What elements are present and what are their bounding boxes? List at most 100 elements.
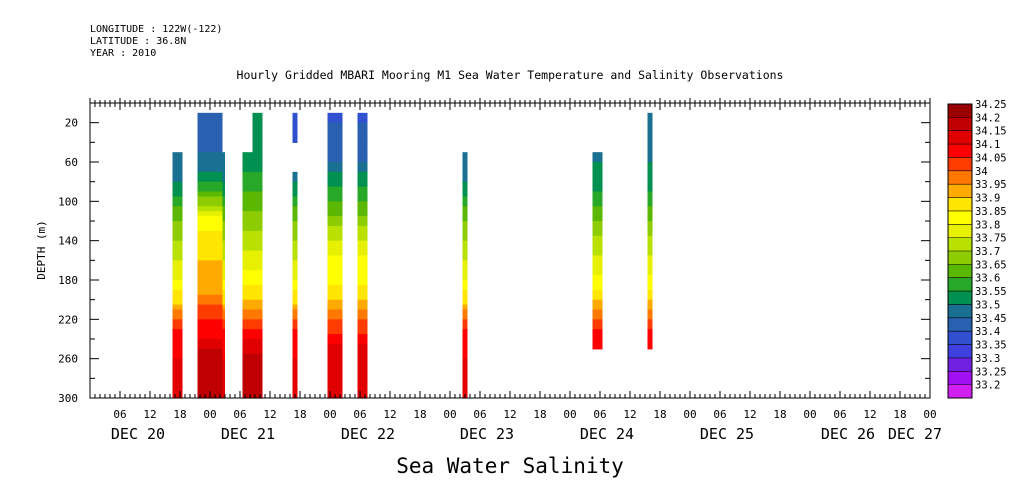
longitude-label: LONGITUDE : 122W(-122) xyxy=(90,24,223,35)
x-tick-labels: 06 12 18 00 06 12 18 00 06 12 18 00 06 12 18 00 06 12 18 00… xyxy=(113,408,936,421)
x-tick-label: 18 xyxy=(653,408,666,421)
heatmap-cell xyxy=(462,343,468,350)
heatmap-cell xyxy=(292,230,298,237)
heatmap-cell xyxy=(252,280,263,286)
day-label: DEC 23 xyxy=(460,425,514,443)
heatmap-cell xyxy=(357,181,368,188)
heatmap-cell xyxy=(327,137,343,143)
heatmap-cell xyxy=(172,275,183,281)
heatmap-cell xyxy=(647,260,653,266)
colorbar-label: 33.4 xyxy=(975,326,1000,338)
heatmap-cell xyxy=(222,206,225,212)
heatmap-cell xyxy=(205,206,223,212)
heatmap-cell xyxy=(222,211,225,217)
heatmap-cell xyxy=(252,329,263,335)
colorbar-swatch xyxy=(948,104,972,118)
heatmap-cell xyxy=(222,368,225,375)
heatmap-cell xyxy=(172,176,183,183)
x-tick-label: 18 xyxy=(293,408,306,421)
heatmap-cell xyxy=(252,373,263,379)
heatmap-cell xyxy=(592,191,603,198)
heatmap-cell xyxy=(327,152,343,158)
heatmap-cell xyxy=(592,162,603,168)
heatmap-cell xyxy=(205,216,223,222)
heatmap-cell xyxy=(197,176,205,183)
year-label: YEAR : 2010 xyxy=(90,48,157,59)
colorbar-label: 33.55 xyxy=(975,286,1007,298)
heatmap-cell xyxy=(205,324,223,330)
heatmap-cell xyxy=(292,334,298,340)
x-day-labels: DEC 20 DEC 21 DEC 22 DEC 23 DEC 24 DEC 25 DEC … xyxy=(111,425,942,443)
x-tick-label: 12 xyxy=(743,408,756,421)
heatmap-cell xyxy=(592,225,603,232)
heatmap-cell xyxy=(357,339,368,345)
heatmap-cell xyxy=(462,260,468,266)
heatmap-cell xyxy=(592,206,603,212)
heatmap-cell xyxy=(462,304,468,311)
heatmap-cell xyxy=(205,157,223,163)
heatmap-cell xyxy=(222,230,225,237)
heatmap-cell xyxy=(292,383,298,389)
heatmap-cell xyxy=(242,334,253,340)
colorbar-swatch xyxy=(948,157,972,172)
heatmap-cell xyxy=(222,280,225,286)
heatmap-cell xyxy=(242,186,253,193)
heatmap-cell xyxy=(172,206,183,212)
heatmap-cell xyxy=(292,294,298,301)
heatmap-cell xyxy=(292,353,298,360)
heatmap-cell xyxy=(197,152,205,158)
x-tick-label: 06 xyxy=(473,408,486,421)
heatmap-cell xyxy=(242,181,253,188)
heatmap-cell xyxy=(242,339,253,345)
colorbar-swatch xyxy=(948,117,972,132)
heatmap-cell xyxy=(242,250,253,257)
heatmap-cell xyxy=(205,284,223,291)
heatmap-cell xyxy=(205,343,223,350)
heatmap-cell xyxy=(462,334,468,340)
heatmap-cell xyxy=(197,191,205,198)
heatmap-cell xyxy=(327,304,343,311)
heatmap-cell xyxy=(242,324,253,330)
heatmap-cell xyxy=(205,221,223,227)
heatmap-cell xyxy=(172,171,183,178)
heatmap-cell xyxy=(205,147,223,153)
heatmap-cell xyxy=(242,284,253,291)
heatmap-cell xyxy=(197,280,205,286)
heatmap-cell xyxy=(462,211,468,217)
heatmap-cell xyxy=(462,216,468,222)
heatmap-cell xyxy=(357,142,368,148)
heatmap-cell xyxy=(357,221,368,227)
heatmap-cell xyxy=(222,270,225,276)
heatmap-cell xyxy=(252,275,263,281)
y-tick-label: 220 xyxy=(58,313,78,326)
colorbar-label: 33.7 xyxy=(975,246,1000,258)
colorbar-label: 33.8 xyxy=(975,219,1000,231)
heatmap-cell xyxy=(172,339,183,345)
heatmap-cell xyxy=(357,383,368,389)
heatmap-cell xyxy=(462,299,468,306)
heatmap-cell xyxy=(647,162,653,168)
heatmap-cell xyxy=(222,334,225,340)
heatmap-cell xyxy=(197,329,205,335)
heatmap-cell xyxy=(172,363,183,370)
heatmap-cell xyxy=(242,152,253,158)
heatmap-cell xyxy=(205,348,223,355)
heatmap-cell xyxy=(592,304,603,311)
heatmap-cell xyxy=(252,358,263,365)
y-tick-label: 140 xyxy=(58,235,78,248)
heatmap-cell xyxy=(222,235,225,242)
colorbar-label: 34 xyxy=(975,166,988,178)
heatmap-cell xyxy=(647,270,653,276)
heatmap-cell xyxy=(222,289,225,296)
heatmap-cell xyxy=(592,314,603,320)
heatmap-cell xyxy=(172,186,183,193)
heatmap-cell xyxy=(327,201,343,207)
colorbar-label: 34.1 xyxy=(975,139,1000,151)
heatmap-cell xyxy=(462,319,468,325)
colorbar-label: 33.95 xyxy=(975,179,1007,191)
heatmap-cell xyxy=(172,152,183,158)
heatmap-cell xyxy=(462,171,468,178)
heatmap-cell xyxy=(205,289,223,296)
heatmap-cell xyxy=(647,314,653,320)
heatmap-cell xyxy=(242,196,253,202)
